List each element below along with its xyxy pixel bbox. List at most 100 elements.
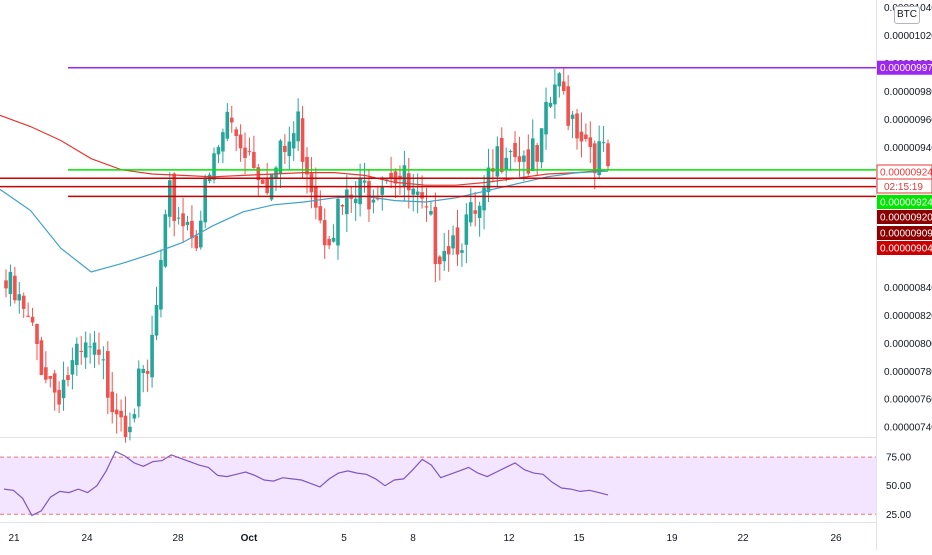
candle-body (252, 151, 256, 168)
candle-body (8, 271, 13, 295)
price-tag-text: 0.00000909 (880, 229, 932, 240)
candle-body (75, 343, 79, 366)
candle-body (309, 173, 314, 193)
candle-body (300, 118, 305, 162)
candle-body (66, 375, 70, 381)
candle-body (296, 111, 300, 142)
candle-body (588, 137, 593, 148)
candle-body (464, 214, 469, 245)
candle-body (318, 206, 323, 221)
price-tick-label: 0.00000840 (884, 283, 932, 294)
candle-body (243, 147, 247, 158)
candle-body (362, 180, 367, 183)
candle-body (477, 205, 482, 218)
rsi-line (3, 450, 609, 517)
candle-body (278, 140, 283, 174)
level-tag-purple-text: 0.00000997 (880, 63, 932, 74)
price-tick-label: 0.00000760 (884, 395, 932, 406)
candle-body (606, 143, 610, 167)
candle-body (407, 173, 411, 191)
price-tag-bg (877, 241, 932, 255)
time-tick-label: 12 (503, 533, 515, 544)
candle-body (26, 315, 30, 317)
level-tag-purple-bg (877, 60, 932, 75)
candle-body (287, 141, 292, 157)
candle-body (504, 157, 508, 170)
candle-body (455, 227, 460, 255)
candle-body (345, 189, 349, 215)
candle-body (203, 177, 207, 223)
candle-body (123, 415, 128, 437)
candle-body (376, 198, 380, 200)
candle-body (17, 294, 22, 301)
moving-average-red (0, 114, 609, 186)
candle-body (442, 250, 447, 262)
candle-body (176, 217, 181, 219)
candle-body (128, 426, 132, 433)
candle-body (212, 153, 216, 180)
candle-body (553, 84, 557, 105)
rsi-tick-label: 25.00 (886, 510, 911, 521)
candle-body (88, 346, 92, 348)
candle-body (371, 199, 376, 203)
candle-body (420, 192, 424, 199)
candle-body (52, 373, 57, 393)
candle-body (48, 376, 53, 379)
price-tag-text: 0.00000924 (880, 198, 932, 209)
candle-body (526, 149, 531, 174)
candle-body (92, 342, 97, 355)
candles-group (4, 67, 610, 443)
rsi-band-fill (0, 457, 876, 515)
candle-body (110, 391, 115, 413)
candle-body (566, 86, 570, 126)
candle-body (70, 360, 75, 375)
candle-body (97, 349, 101, 355)
candle-body (4, 280, 8, 289)
candle-body (136, 368, 141, 407)
candle-body (446, 246, 451, 255)
candle-body (411, 188, 416, 195)
time-tick-label: 26 (830, 533, 842, 544)
time-tick-label: Oct (241, 533, 258, 544)
candle-body (433, 206, 438, 265)
candle-body (486, 167, 491, 193)
candle-body (482, 187, 486, 211)
candle-body (597, 141, 601, 176)
candle-body (473, 210, 478, 214)
candle-body (601, 142, 606, 144)
price-tick-label: 0.00000940 (884, 143, 932, 154)
candle-body (247, 151, 252, 153)
candle-body (584, 134, 588, 139)
candle-body (283, 145, 287, 152)
candle-body (260, 179, 265, 184)
candle-body (141, 368, 146, 374)
candle-body (132, 414, 137, 419)
candle-body (61, 379, 66, 399)
candle-body (216, 147, 221, 155)
candle-body (44, 367, 48, 380)
candle-body (327, 239, 331, 246)
candle-body (21, 295, 26, 309)
candle-body (159, 259, 163, 310)
time-tick-label: 5 (341, 533, 347, 544)
candle-body (522, 155, 526, 162)
candle-body (402, 165, 407, 187)
candle-body (229, 117, 234, 123)
time-tick-label: 8 (410, 533, 416, 544)
candle-body (221, 132, 225, 152)
candle-body (380, 187, 385, 195)
candle-body (517, 156, 522, 162)
candle-body (592, 143, 597, 174)
candle-body (336, 198, 340, 246)
candle-body (101, 359, 106, 361)
price-tick-label: 0.00000780 (884, 367, 932, 378)
candle-body (30, 316, 35, 323)
candle-body (145, 370, 150, 374)
candle-body (119, 410, 123, 418)
candle-body (544, 101, 548, 135)
candle-body (393, 171, 398, 184)
currency-badge[interactable]: BTC (894, 6, 920, 24)
price-tick-label: 0.00000820 (884, 311, 932, 322)
